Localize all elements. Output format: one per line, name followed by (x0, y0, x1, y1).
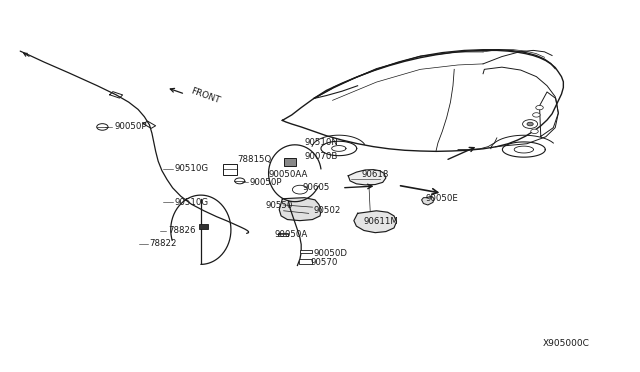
Text: 90605: 90605 (303, 183, 330, 192)
FancyBboxPatch shape (284, 158, 296, 166)
Circle shape (531, 129, 538, 134)
Bar (299, 259, 312, 264)
Circle shape (97, 124, 108, 130)
FancyBboxPatch shape (223, 164, 237, 175)
Polygon shape (422, 196, 434, 205)
Text: X905000C: X905000C (543, 339, 589, 348)
Circle shape (292, 185, 307, 194)
Text: FRONT: FRONT (189, 86, 221, 105)
Text: 90510G: 90510G (175, 164, 209, 173)
Text: 90050AA: 90050AA (269, 170, 308, 179)
Circle shape (532, 113, 540, 117)
Text: 90050A: 90050A (275, 230, 308, 239)
Text: 90050E: 90050E (426, 193, 458, 202)
Text: 90510G: 90510G (175, 198, 209, 207)
Text: 90050D: 90050D (314, 248, 348, 257)
Polygon shape (279, 198, 321, 221)
Text: 90510N: 90510N (305, 138, 339, 147)
Circle shape (235, 178, 244, 184)
Text: 90502: 90502 (314, 206, 341, 215)
Text: 90570: 90570 (310, 258, 338, 267)
Text: 78826: 78826 (168, 226, 196, 235)
Circle shape (527, 122, 533, 126)
Text: 78822: 78822 (149, 239, 177, 248)
Circle shape (523, 120, 538, 128)
Text: 90070B: 90070B (305, 152, 339, 161)
Text: 90550: 90550 (266, 201, 293, 210)
Text: 78815Q: 78815Q (237, 155, 271, 164)
Text: 90611M: 90611M (364, 217, 399, 226)
Bar (199, 224, 208, 229)
Text: 90050P: 90050P (250, 178, 282, 187)
Polygon shape (354, 211, 397, 232)
Bar (278, 232, 288, 236)
Bar (300, 250, 312, 253)
Text: 90050P: 90050P (115, 122, 147, 131)
Polygon shape (348, 170, 386, 185)
Text: 90618: 90618 (362, 170, 388, 179)
Circle shape (536, 105, 543, 110)
